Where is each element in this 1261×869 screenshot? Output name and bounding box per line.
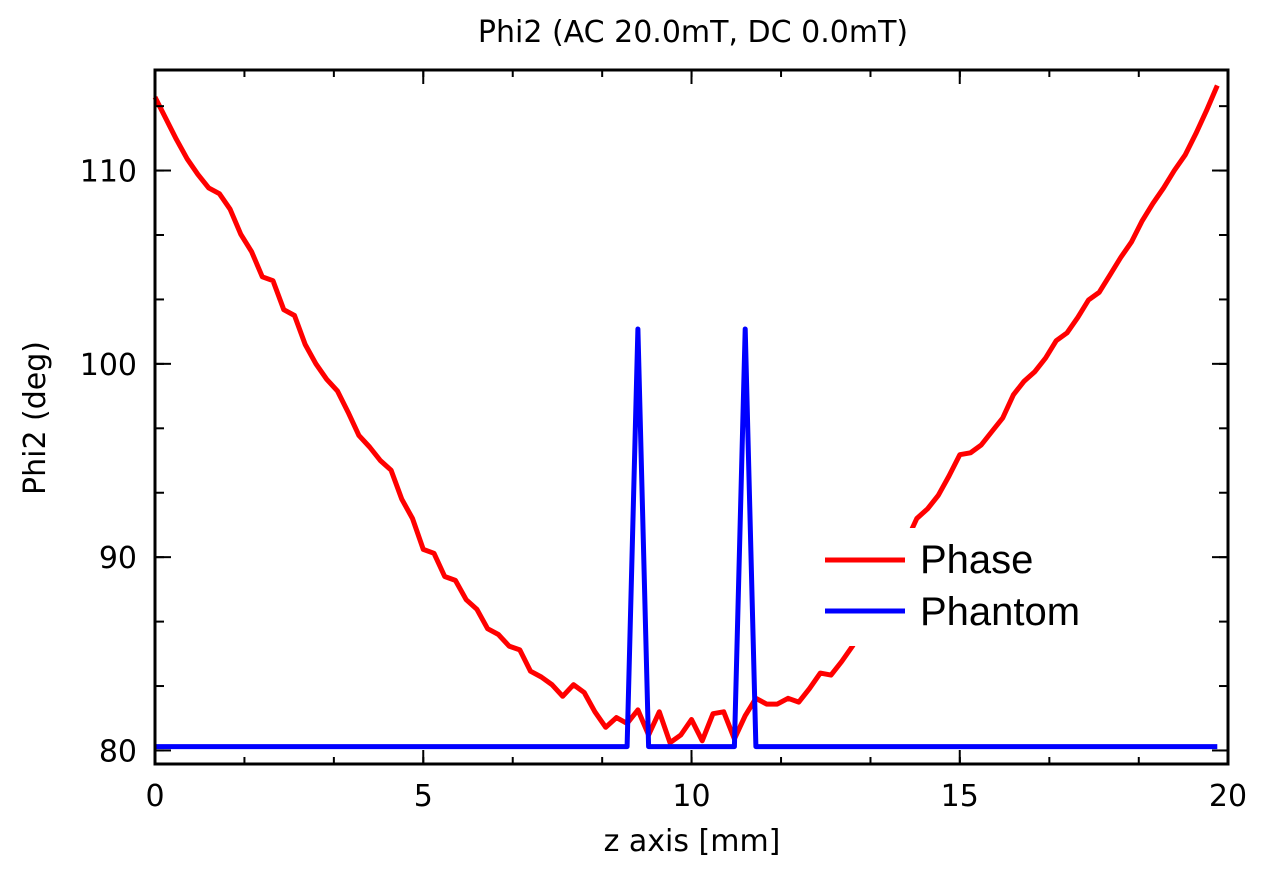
series-line-phase: [152, 84, 1220, 746]
legend-label-phase: Phase: [920, 538, 1033, 582]
y-tick-label: 100: [80, 348, 137, 383]
y-tick-label: 80: [99, 734, 137, 769]
tick-labels-layer: 0 5 10 15 20 80 90 100 110: [80, 155, 1247, 814]
x-axis-label: z axis [mm]: [604, 824, 781, 859]
ticks-layer: [154, 70, 1229, 764]
legend-background: [818, 528, 1128, 646]
legend-label-phantom: Phantom: [920, 590, 1080, 634]
series-layer: [152, 84, 1220, 750]
y-axis-label: Phi2 (deg): [18, 341, 53, 495]
x-tick-label: 5: [414, 779, 433, 814]
x-tick-label: 0: [145, 779, 164, 814]
y-tick-label: 110: [80, 155, 137, 190]
series-line-phantom: [155, 326, 1218, 750]
chart-title: Phi2 (AC 20.0mT, DC 0.0mT): [478, 15, 908, 50]
y-tick-label: 90: [99, 541, 137, 576]
legend: Phase Phantom: [818, 528, 1128, 646]
plot-frame: [153, 68, 1230, 766]
x-tick-label: 20: [1209, 779, 1247, 814]
x-tick-label: 15: [941, 779, 979, 814]
x-tick-label: 10: [672, 779, 710, 814]
